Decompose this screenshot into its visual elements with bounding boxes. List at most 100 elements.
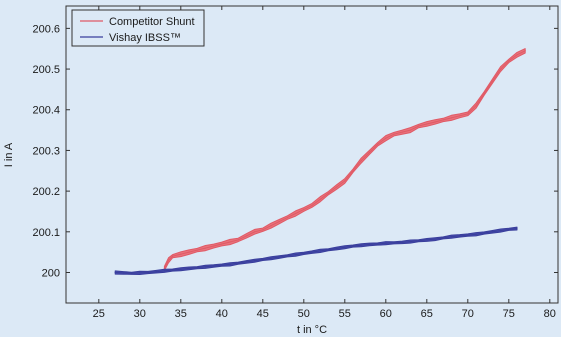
data-point (180, 253, 182, 255)
data-point (426, 239, 428, 241)
x-tick-label: 30 (134, 308, 146, 320)
data-point (295, 254, 297, 256)
series-layer (114, 48, 526, 275)
data-point (459, 115, 461, 117)
data-point (491, 80, 493, 82)
plot-frame (65, 5, 559, 304)
data-point (286, 255, 288, 257)
data-point (442, 119, 444, 121)
data-point (167, 259, 170, 261)
data-point (229, 263, 231, 265)
data-point (172, 269, 174, 271)
y-axis-label: I in A (3, 142, 15, 167)
data-point (270, 225, 272, 227)
series-band-1 (114, 226, 518, 275)
data-point (213, 245, 215, 247)
data-point (196, 267, 198, 269)
data-point (278, 221, 280, 223)
data-point (188, 251, 190, 253)
axes-layer: 25 30 35 40 45 50 55 60 65 70 75 80 200 200.1 200.2 200… (32, 6, 558, 320)
data-point (278, 256, 280, 258)
data-point (303, 252, 305, 254)
data-point (467, 113, 469, 115)
data-point (368, 151, 370, 154)
series-line-0 (163, 50, 526, 269)
data-point (131, 272, 133, 274)
data-point (524, 50, 526, 52)
y-tick-label: 200.6 (32, 23, 60, 35)
data-point (114, 271, 116, 274)
data-point (352, 245, 354, 247)
data-point (237, 239, 239, 241)
x-axis-label: t in °C (297, 324, 327, 336)
data-point (245, 235, 247, 237)
data-point (426, 123, 428, 125)
data-point (434, 238, 436, 240)
data-point (221, 243, 223, 245)
y-tick-label: 200.2 (32, 186, 60, 198)
data-point (286, 217, 288, 219)
data-point (303, 208, 305, 210)
x-tick-label: 70 (462, 308, 474, 320)
data-point (311, 251, 313, 253)
data-point (344, 180, 346, 182)
data-point (188, 267, 190, 269)
data-point (352, 170, 354, 172)
data-point (254, 260, 256, 262)
data-point (311, 204, 313, 206)
series-line-1 (115, 228, 518, 274)
x-tick-label: 60 (380, 308, 392, 320)
data-point (196, 249, 198, 251)
data-point (237, 262, 239, 264)
data-point (262, 258, 264, 261)
x-tick-label: 75 (503, 308, 515, 320)
data-point (213, 265, 215, 267)
y-tick-label: 200 (42, 267, 60, 279)
data-point (516, 227, 518, 230)
data-point (385, 242, 387, 244)
data-point (147, 271, 149, 274)
data-point (368, 243, 370, 245)
data-point (459, 235, 461, 237)
x-tick-label: 25 (93, 308, 105, 320)
data-point (483, 92, 485, 95)
data-point (163, 270, 165, 272)
data-point (450, 236, 452, 238)
data-point (409, 129, 411, 131)
legend: Competitor Shunt Vishay IBSS™ (71, 9, 205, 47)
data-point (500, 68, 502, 70)
data-point (377, 243, 379, 245)
data-point (483, 232, 485, 234)
y-tick-label: 200.4 (32, 105, 60, 117)
y-tick-label: 200.1 (32, 227, 60, 239)
data-point (500, 230, 502, 232)
data-point (319, 198, 321, 200)
data-point (270, 257, 272, 259)
data-point (393, 133, 395, 135)
data-point (327, 192, 329, 194)
y-tick-label: 200.5 (32, 64, 60, 76)
data-point (229, 241, 231, 243)
data-point (409, 241, 411, 243)
data-point (360, 244, 362, 246)
data-point (418, 240, 420, 242)
data-point (204, 266, 206, 268)
data-point (336, 247, 338, 250)
data-point (377, 143, 379, 145)
x-tick-label: 65 (421, 308, 433, 320)
x-tick-label: 80 (544, 308, 556, 320)
data-point (122, 272, 124, 274)
data-point (475, 105, 477, 107)
data-point (508, 228, 510, 230)
data-point (434, 121, 436, 123)
data-point (450, 117, 452, 119)
data-point (319, 250, 321, 252)
data-point (327, 249, 329, 251)
data-point (155, 271, 157, 273)
series-band-0 (163, 48, 526, 271)
data-point (180, 268, 182, 270)
data-point (254, 231, 256, 233)
x-tick-label: 55 (339, 308, 351, 320)
